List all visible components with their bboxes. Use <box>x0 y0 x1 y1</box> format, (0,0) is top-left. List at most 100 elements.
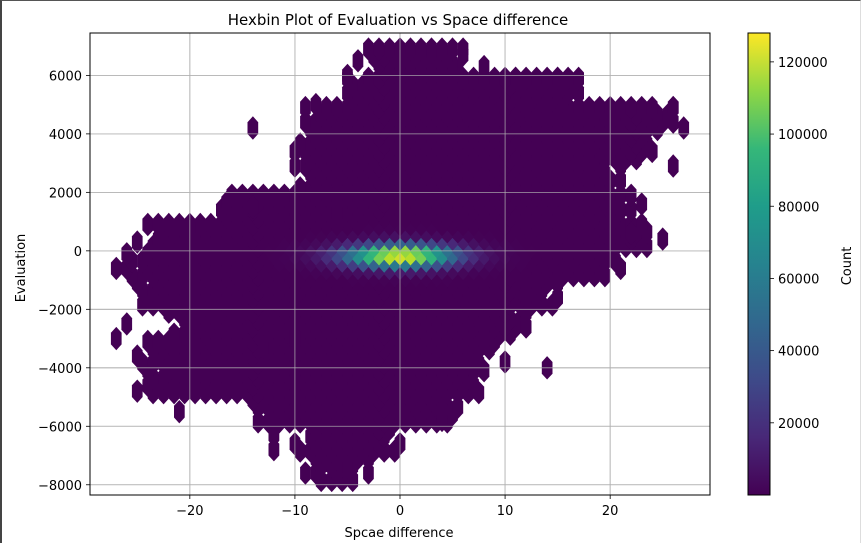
hex-cell <box>520 66 532 90</box>
hex-cell-outlier <box>331 201 343 225</box>
hex-cell-outlier <box>110 326 122 351</box>
colorbar-tick-label: 40000 <box>778 345 819 360</box>
hex-cell <box>657 227 669 251</box>
hex-cell <box>174 212 185 237</box>
y-tick-label: −6000 <box>38 420 82 435</box>
y-axis-label: Evaluation <box>14 234 29 303</box>
hex-cell-outlier <box>457 43 469 67</box>
hex-cell <box>531 66 542 90</box>
hex-cell <box>237 183 248 207</box>
y-tick-label: −8000 <box>38 479 82 494</box>
hex-cell-outlier <box>667 95 679 120</box>
x-tick-label: 0 <box>396 504 404 519</box>
hex-cell <box>625 95 637 120</box>
hex-cell <box>163 212 175 237</box>
hex-cell <box>436 37 448 61</box>
hex-cell <box>195 212 206 237</box>
hex-cell <box>636 95 648 120</box>
y-tick-label: −4000 <box>38 362 82 377</box>
hex-cell <box>258 183 269 207</box>
hex-cell <box>583 95 595 120</box>
hex-cell-outlier <box>300 461 311 485</box>
hex-cell-outlier <box>258 335 269 359</box>
colorbar-label: Count <box>840 247 855 286</box>
hex-cell <box>331 95 343 120</box>
hex-cell <box>294 176 306 200</box>
x-tick-label: −10 <box>281 504 308 519</box>
hex-cell <box>321 95 332 120</box>
hex-cell <box>205 212 217 237</box>
hex-cell <box>636 212 648 237</box>
hex-cell <box>268 183 280 207</box>
x-tick-label: −20 <box>176 504 203 519</box>
hex-cell <box>646 95 658 120</box>
hex-cell <box>541 66 553 90</box>
hex-cell-outlier <box>667 154 679 178</box>
colorbar-tick-label: 100000 <box>778 128 828 143</box>
hex-cell-outlier <box>520 315 532 339</box>
hex-cell <box>384 37 395 61</box>
hex-cell <box>489 66 500 90</box>
hex-cell <box>300 95 311 120</box>
hexbin-cells <box>110 37 690 493</box>
y-axis: −8000 −6000 −4000 −2000 0 2000 4000 6000 <box>38 69 90 494</box>
hex-cell <box>294 132 306 156</box>
hex-cell <box>562 66 574 90</box>
y-tick-label: 2000 <box>49 186 82 201</box>
y-tick-label: 4000 <box>49 128 82 143</box>
hex-cell <box>363 66 374 90</box>
x-tick-label: 10 <box>497 504 514 519</box>
hex-cell <box>152 212 164 237</box>
hex-cell <box>131 344 143 368</box>
hex-cell-outlier <box>131 379 143 403</box>
hex-cell <box>279 183 290 207</box>
hex-cell-outlier <box>121 312 133 336</box>
hex-cell <box>363 37 374 61</box>
chart-title: Hexbin Plot of Evaluation vs Space diffe… <box>228 11 569 29</box>
x-axis-label: Spcae difference <box>344 526 453 541</box>
x-tick-label: 20 <box>602 504 619 519</box>
colorbar <box>747 32 771 496</box>
hex-cell <box>405 37 416 61</box>
hex-cell-outlier <box>552 66 563 90</box>
hex-cell-outlier <box>352 49 364 73</box>
hex-cell-outlier <box>678 116 690 140</box>
hex-cell <box>121 242 133 266</box>
hex-cell-outlier <box>636 192 648 216</box>
hex-cell-outlier <box>625 221 637 245</box>
colorbar-tick-label: 60000 <box>778 272 819 287</box>
hex-cell <box>573 95 584 120</box>
hex-cell <box>615 95 626 120</box>
hex-cell-outlier <box>310 92 322 117</box>
hex-cell <box>573 66 584 90</box>
hex-cell-outlier <box>510 66 521 90</box>
hex-cell-outlier <box>268 438 280 462</box>
y-tick-label: 0 <box>74 245 82 260</box>
hex-cell-outlier <box>131 230 143 254</box>
hex-cell <box>447 37 458 61</box>
hex-cell-outlier <box>478 54 490 79</box>
hex-cell-outlier <box>247 195 259 219</box>
hex-cell <box>142 212 154 237</box>
grid-lines-overlay <box>90 33 710 495</box>
colorbar-tick-label: 120000 <box>778 56 828 71</box>
colorbar-tick-label: 80000 <box>778 200 819 215</box>
hex-cell-outlier <box>174 400 185 424</box>
hex-cell <box>152 329 164 354</box>
y-tick-label: −2000 <box>38 303 82 318</box>
hex-cell-outlier <box>342 455 353 479</box>
hex-cell <box>373 37 385 61</box>
hex-cell <box>468 66 479 90</box>
hex-cell <box>415 37 427 61</box>
hex-cell <box>142 329 154 354</box>
y-tick-label: 6000 <box>49 69 82 84</box>
hex-cell <box>363 461 374 485</box>
hex-cell <box>226 183 238 207</box>
hex-cell <box>168 322 180 346</box>
x-axis: −20 −10 0 10 20 <box>176 495 618 519</box>
hex-cell <box>625 183 637 207</box>
hex-cell-outlier <box>110 256 122 281</box>
hex-cell <box>615 169 626 193</box>
hex-cell-outlier <box>247 116 259 140</box>
